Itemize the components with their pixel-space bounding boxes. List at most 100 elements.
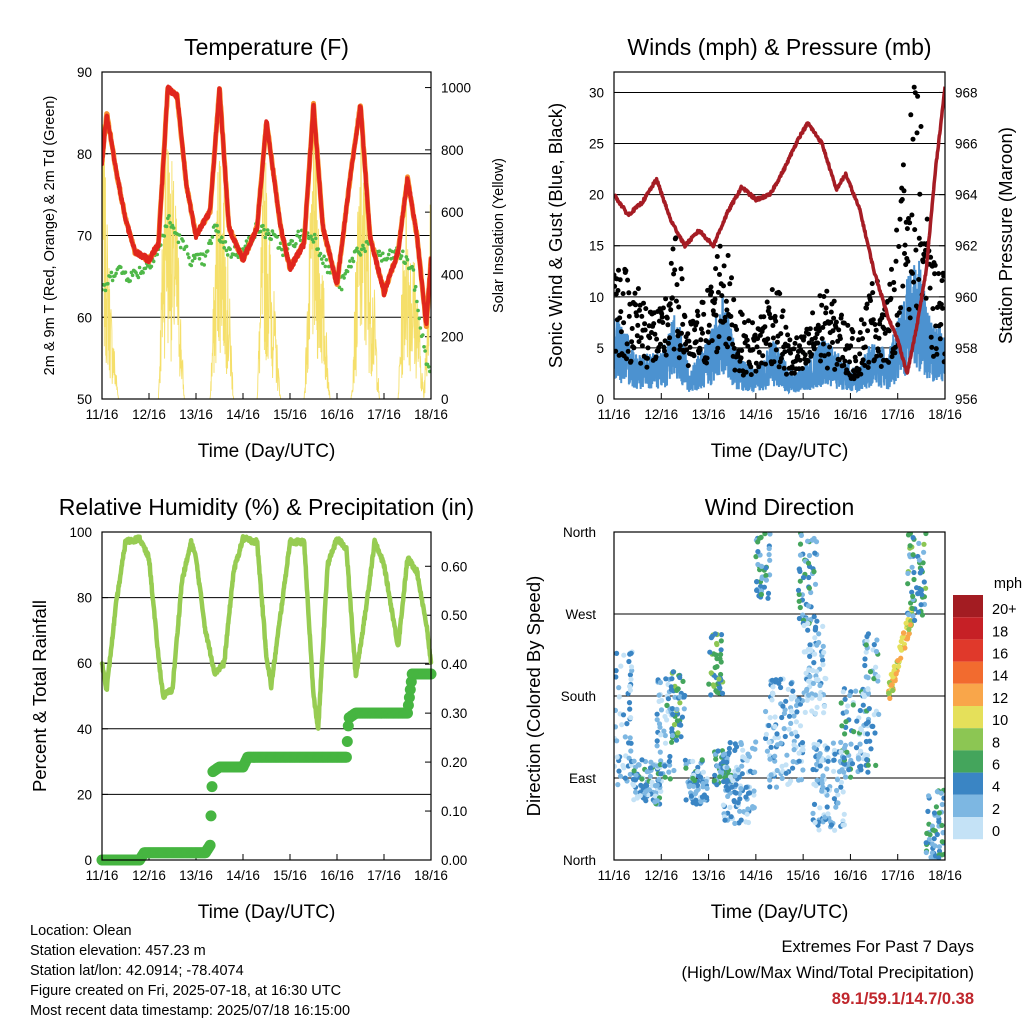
wind-direction-point [763, 731, 770, 737]
gust-point [821, 294, 827, 299]
gust-point [769, 287, 775, 293]
gust-point [642, 321, 648, 327]
dewpoint-point [418, 326, 423, 330]
wind-direction-point [831, 796, 838, 802]
gust-point [632, 290, 638, 296]
wind-direction-point [796, 591, 802, 598]
wind-direction-point [778, 676, 784, 683]
gust-point [744, 337, 750, 343]
gust-point [897, 216, 903, 222]
gust-point [932, 262, 938, 268]
gust-point [686, 338, 692, 344]
wind-direction-point [920, 560, 926, 566]
wind-direction-point [919, 567, 925, 573]
wind-direction-point [867, 738, 873, 744]
x-tick-label: 17/16 [881, 868, 915, 883]
x-axis-label: Time (Day/UTC) [198, 441, 336, 462]
gust-point [865, 328, 871, 334]
wind-direction-point [864, 757, 870, 763]
gust-point [625, 348, 631, 354]
wind-direction-point [806, 585, 813, 591]
gust-point [759, 360, 764, 366]
wind-direction-point [714, 640, 720, 647]
wind-direction-point [647, 765, 654, 771]
gust-point [857, 351, 863, 357]
wind-direction-point [616, 768, 622, 774]
wind-direction-point [617, 773, 624, 779]
y2-tick-label: 0.40 [441, 657, 467, 672]
wind-direction-point [711, 683, 717, 690]
gust-point [690, 318, 696, 324]
wind-direction-point [677, 700, 683, 706]
wind-direction-point [761, 584, 768, 590]
recent-data-text: Most recent data timestamp: 2025/07/18 1… [30, 1003, 351, 1019]
wind-direction-point [936, 810, 943, 816]
wind-direction-point [664, 717, 670, 723]
wind-direction-point [648, 759, 654, 765]
wind-direction-point [767, 756, 773, 762]
gust-point [659, 314, 665, 320]
wind-direction-point [627, 735, 633, 741]
wind-direction-point [649, 779, 655, 785]
wind-direction-point [674, 718, 681, 724]
gust-point [617, 315, 623, 321]
wind-direction-point [831, 757, 837, 763]
panel-temperature: Temperature (F) 11/16 12/16 13/16 14/16 15/16… [42, 34, 507, 462]
dewpoint-point [339, 287, 344, 292]
gust-point [734, 327, 740, 332]
legend-label: 20+ [992, 602, 1017, 618]
gust-point [725, 253, 731, 258]
legend-swatch [953, 595, 983, 618]
wind-direction-point [783, 762, 789, 768]
dewpoint-point [222, 246, 226, 250]
wind-direction-point [752, 746, 758, 752]
wind-direction-point [654, 798, 660, 804]
wind-direction-point [656, 692, 662, 698]
x-tick-label: 16/16 [834, 407, 868, 422]
wind-direction-point [809, 537, 815, 543]
wind-direction-point [820, 657, 826, 663]
gust-point [617, 277, 623, 283]
wind-direction-point [681, 694, 687, 700]
dewpoint-point [164, 224, 169, 229]
wind-direction-point [765, 590, 772, 597]
wind-direction-point [669, 676, 675, 682]
panel-humidity: Relative Humidity (%) & Precipitation (i… [29, 494, 474, 923]
dewpoint-point [103, 288, 108, 293]
y-tick-label: 80 [77, 147, 92, 162]
gust-point [824, 288, 830, 294]
x-tick-label: 15/16 [273, 407, 307, 422]
wind-direction-point [860, 702, 866, 708]
gust-point [809, 352, 814, 357]
gust-point [909, 212, 915, 218]
gust-point [827, 344, 833, 350]
y2-axis-label: Solar Insolation (Yellow) [491, 158, 507, 313]
wind-direction-point [839, 723, 845, 729]
gust-point [638, 360, 644, 366]
wind-direction-point [755, 549, 761, 555]
gust-point [893, 258, 899, 264]
wind-direction-point [849, 761, 856, 767]
wind-direction-point [824, 745, 831, 751]
wind-direction-point [628, 715, 634, 721]
wind-direction-point [934, 789, 941, 795]
wind-direction-point [619, 722, 625, 728]
wind-direction-point [814, 618, 820, 624]
wind-direction-point [662, 774, 668, 780]
wind-direction-point [666, 769, 672, 775]
wind-direction-point [817, 805, 823, 811]
wind-direction-point [670, 669, 676, 675]
panel-winds: Winds (mph) & Pressure (mb) 11/16 12/16 13/… [545, 34, 1016, 462]
gust-point [694, 320, 700, 326]
dewpoint-point [324, 258, 329, 262]
wind-direction-point [926, 836, 933, 843]
gust-point [823, 310, 829, 316]
wind-direction-point [729, 784, 735, 790]
gust-point [716, 334, 722, 340]
wind-direction-point [803, 670, 809, 676]
precip-point [342, 720, 354, 732]
dewpoint-point [109, 270, 114, 275]
wind-direction-point [740, 747, 746, 753]
dewpoint-point [224, 248, 229, 253]
wind-direction-point [910, 552, 916, 558]
